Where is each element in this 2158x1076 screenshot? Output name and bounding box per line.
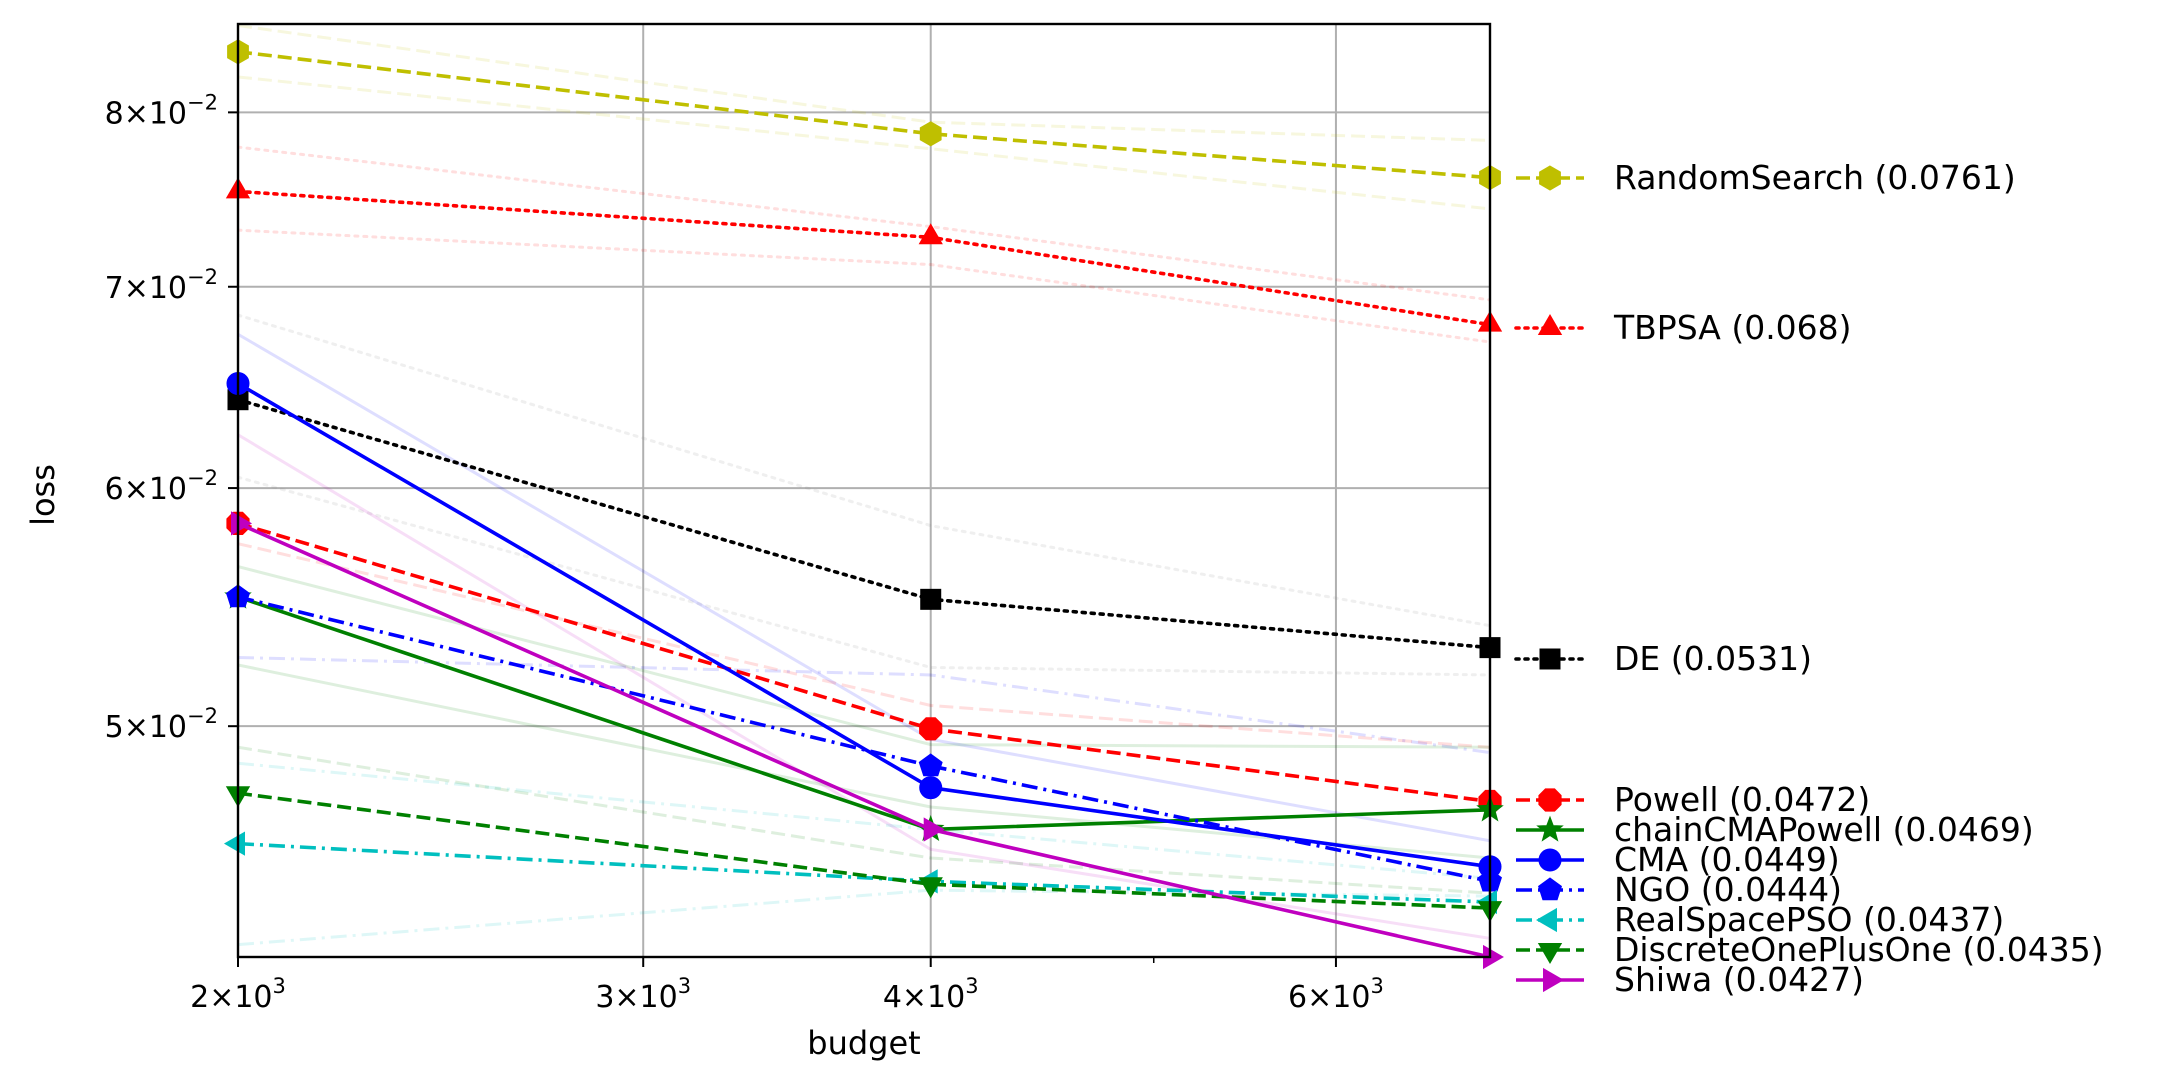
- data-point: [231, 511, 253, 536]
- legend-label: Powell (0.0472): [1614, 780, 1870, 819]
- data-point: [1538, 848, 1562, 872]
- series-line: [237, 49, 1491, 180]
- x-axis-label: budget: [807, 1024, 920, 1062]
- y-axis: 5×10−2 6×10−2 7×10−2 8×10−2: [105, 90, 238, 745]
- data-point: [919, 717, 943, 741]
- series-group: [223, 39, 1504, 970]
- y-tick-label: 6×10−2: [105, 466, 218, 507]
- y-axis-label: loss: [24, 464, 62, 526]
- legend-item: Powell (0.0472): [1516, 780, 1870, 819]
- legend-item: DiscreteOnePlusOne (0.0435): [1516, 930, 2104, 969]
- legend-label: DiscreteOnePlusOne (0.0435): [1614, 930, 2104, 969]
- legend: RandomSearch (0.0761) TBPSA (0.068) DE (0.…: [1514, 158, 2104, 999]
- data-point: [1536, 815, 1564, 842]
- y-tick-label: 8×10−2: [105, 90, 218, 131]
- data-point: [918, 753, 943, 777]
- legend-label: RandomSearch (0.0761): [1614, 158, 2016, 197]
- background-series-line: [238, 745, 1490, 895]
- background-series-line: [238, 433, 1490, 940]
- x-tick-label: 6×103: [1288, 974, 1384, 1015]
- series-line: [237, 791, 1491, 910]
- legend-item: NGO (0.0444): [1516, 870, 1842, 909]
- legend-item: RandomSearch (0.0761): [1516, 158, 2016, 197]
- legend-item: TBPSA (0.068): [1514, 308, 1852, 347]
- data-point: [1536, 907, 1557, 933]
- background-series-line: [238, 475, 1490, 677]
- data-point: [1537, 314, 1563, 335]
- data-point: [918, 877, 943, 899]
- legend-label: CMA (0.0449): [1614, 840, 1840, 879]
- x-tick-label: 3×103: [595, 974, 691, 1015]
- legend-item: chainCMAPowell (0.0469): [1516, 810, 2034, 849]
- background-series-line: [238, 24, 1490, 142]
- legend-label: DE (0.0531): [1614, 639, 1812, 678]
- legend-item: CMA (0.0449): [1516, 840, 1840, 879]
- data-point: [1538, 788, 1562, 812]
- legend-label: Shiwa (0.0427): [1614, 960, 1864, 999]
- legend-label: RealSpacePSO (0.0437): [1614, 900, 2004, 939]
- data-point: [1543, 967, 1564, 993]
- data-point: [918, 223, 943, 245]
- x-tick-label: 2×103: [190, 974, 286, 1015]
- x-axis: 2×103 3×103 4×103 6×103: [190, 957, 1384, 1015]
- data-point: [1538, 877, 1562, 901]
- data-point: [919, 121, 942, 147]
- legend-label: chainCMAPowell (0.0469): [1614, 810, 2034, 849]
- data-point: [1539, 648, 1561, 670]
- data-point: [1537, 943, 1563, 964]
- legend-item: RealSpacePSO (0.0437): [1516, 900, 2004, 939]
- data-point: [223, 831, 245, 856]
- y-tick-label: 7×10−2: [105, 265, 218, 306]
- data-point: [920, 588, 942, 610]
- y-tick-label: 5×10−2: [105, 704, 218, 745]
- data-point: [923, 817, 945, 842]
- series-1: [225, 177, 1503, 332]
- background-series-line: [238, 75, 1490, 211]
- series-9: [231, 511, 1504, 970]
- legend-label: TBPSA (0.068): [1613, 308, 1852, 347]
- background-series-line: [238, 313, 1490, 628]
- data-point: [919, 776, 943, 800]
- background-series-line: [238, 655, 1490, 755]
- legend-item: DE (0.0531): [1514, 639, 1812, 678]
- legend-label: NGO (0.0444): [1614, 870, 1842, 909]
- data-point: [1539, 165, 1561, 191]
- background-series-line: [238, 228, 1490, 344]
- plot-frame: [236, 22, 1492, 959]
- legend-item: Shiwa (0.0427): [1516, 960, 1864, 999]
- background-series-line: [238, 542, 1490, 749]
- x-tick-label: 4×103: [883, 974, 979, 1015]
